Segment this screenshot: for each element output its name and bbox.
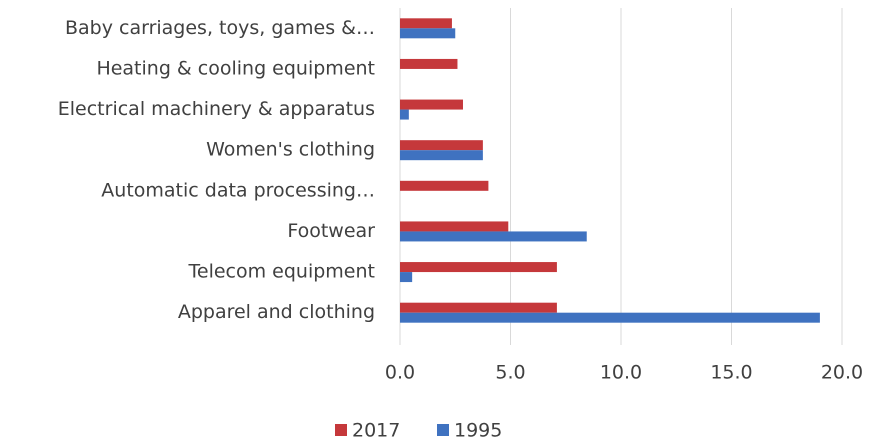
y-tick-label: Telecom equipment [188,261,375,283]
y-tick-label: Electrical machinery & apparatus [58,98,375,120]
bar [400,28,456,39]
bar [400,99,463,110]
bar [400,140,483,151]
y-tick-label: Women's clothing [206,139,375,161]
legend-label: 2017 [352,420,400,442]
y-tick-label: Baby carriages, toys, games &… [65,17,375,39]
bar [400,58,458,69]
bar [400,150,483,161]
bar [400,272,413,283]
bar [400,221,509,232]
x-tick-label: 10.0 [600,362,642,384]
bar [400,18,452,29]
y-tick-label: Automatic data processing… [101,179,375,201]
y-tick-label: Footwear [287,220,375,242]
bar [400,312,820,323]
legend-swatch [437,424,449,436]
y-tick-label: Apparel and clothing [178,301,375,323]
legend-label: 1995 [454,420,502,442]
y-tick-label: Heating & cooling equipment [96,57,375,79]
x-tick-label: 20.0 [821,362,863,384]
legend-swatch [335,424,347,436]
x-tick-label: 0.0 [385,362,415,384]
bar [400,231,587,242]
bar [400,109,409,120]
x-tick-label: 15.0 [710,362,752,384]
bar [400,302,557,313]
bar [400,180,489,191]
x-tick-label: 5.0 [495,362,525,384]
bar [400,262,557,273]
